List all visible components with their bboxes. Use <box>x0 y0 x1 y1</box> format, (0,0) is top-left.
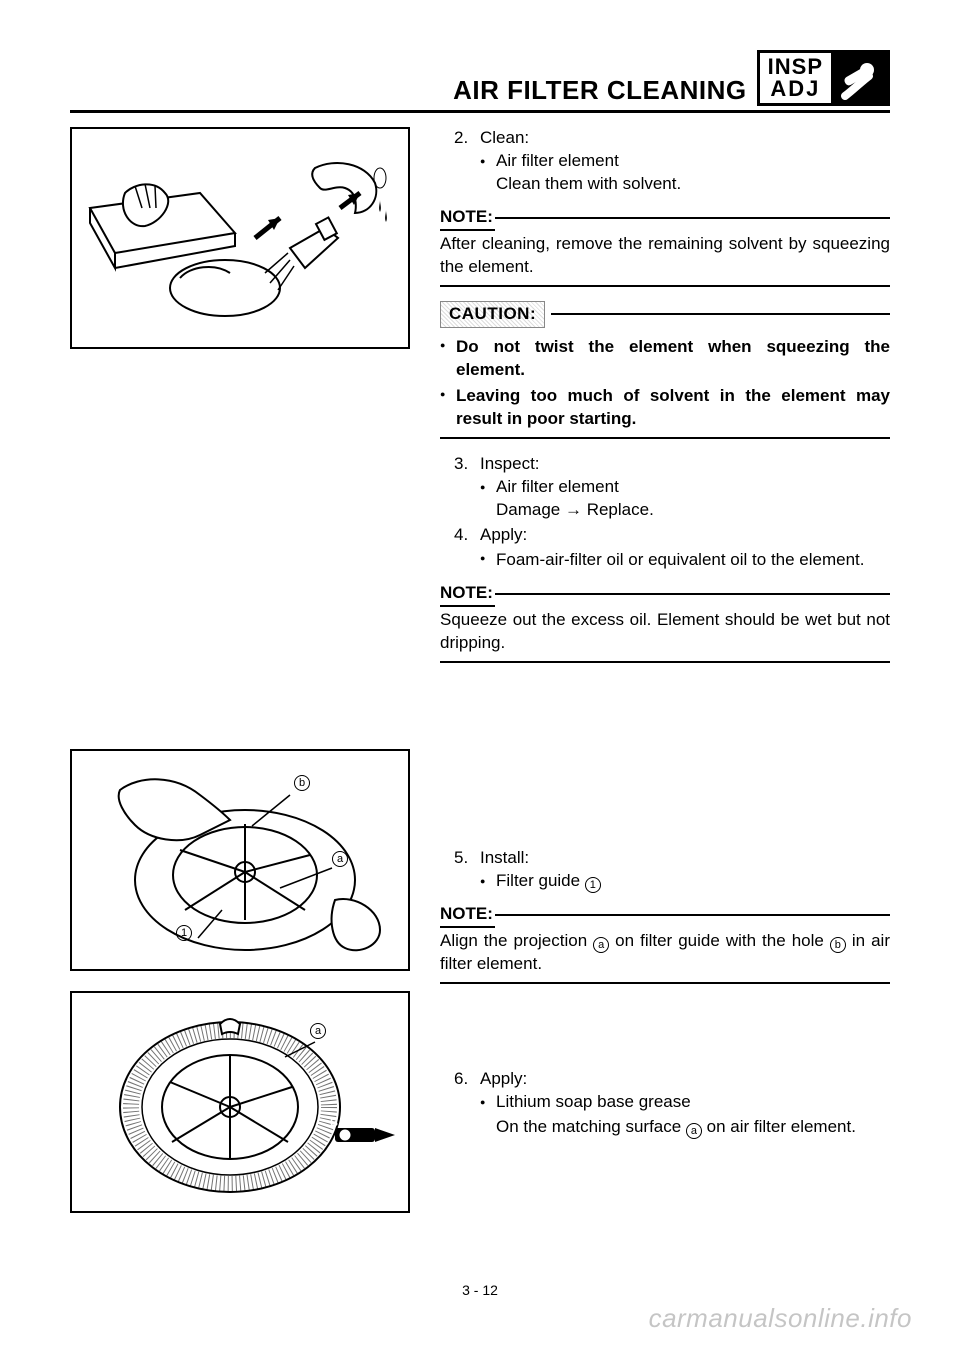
divider <box>440 285 890 287</box>
step-label: Apply: <box>480 524 890 547</box>
bullet-dot-icon <box>440 334 456 382</box>
figure-filter-guide: b a 1 <box>70 749 410 971</box>
badge-text: INSP ADJ <box>757 50 834 106</box>
wrench-icon <box>834 50 890 106</box>
left-column: b a 1 <box>70 127 410 1233</box>
step-2: 2. Clean: Air filter element Clean them … <box>454 127 890 196</box>
step-body: Install: Filter guide 1 <box>480 847 890 893</box>
caution-label: CAUTION: <box>440 301 545 328</box>
callout-key-b: B <box>330 1117 338 1129</box>
ref-mark: a <box>686 1123 702 1139</box>
callout-a: a <box>332 849 348 867</box>
step-6: 6. Apply: Lithium soap base grease On th… <box>454 1068 890 1139</box>
bullet-dot-icon <box>480 476 496 499</box>
spacer <box>440 998 890 1068</box>
divider <box>440 437 890 439</box>
bullet-dot-icon <box>480 547 496 572</box>
note-header: NOTE: <box>440 582 890 607</box>
note-header: NOTE: <box>440 206 890 231</box>
bullet: Air filter element <box>480 150 890 173</box>
caution-rule <box>551 313 890 315</box>
step-num: 3. <box>454 453 480 522</box>
chapter-badge: INSP ADJ <box>757 50 890 106</box>
step-body: Apply: Lithium soap base grease On the m… <box>480 1068 890 1139</box>
ref-mark: a <box>593 937 609 953</box>
step-num: 5. <box>454 847 480 893</box>
header-rule <box>70 110 890 113</box>
sub-frag: on air filter element. <box>702 1117 856 1136</box>
bullet-dot-icon <box>440 383 456 431</box>
step-body: Apply: Foam-air-filter oil or equivalent… <box>480 524 890 572</box>
callout-1: 1 <box>176 923 192 941</box>
callout-a2: a <box>310 1021 326 1039</box>
columns: b a 1 <box>70 127 890 1233</box>
step-num: 2. <box>454 127 480 196</box>
note-label: NOTE: <box>440 206 495 231</box>
figure-cleaning <box>70 127 410 349</box>
note-frag: on filter guide with the hole <box>609 931 830 950</box>
sub-text: Clean them with solvent. <box>480 173 890 196</box>
header-row: AIR FILTER CLEANING INSP ADJ <box>70 50 890 106</box>
spacer <box>70 369 410 749</box>
step-label: Inspect: <box>480 453 890 476</box>
divider <box>440 661 890 663</box>
bullet: Filter guide 1 <box>480 870 890 893</box>
sub-text: Damage → Replace. <box>480 499 890 522</box>
step-label: Clean: <box>480 127 890 150</box>
bullet: Foam-air-filter oil or equivalent oil to… <box>480 547 890 572</box>
callout-b: b <box>294 773 310 791</box>
bullet-prefix: Filter guide <box>496 871 585 890</box>
figure-grease-surface: a B <box>70 991 410 1213</box>
bullet-body: Lithium soap base grease On the matching… <box>496 1091 856 1139</box>
step-label: Apply: <box>480 1068 890 1091</box>
step-num: 4. <box>454 524 480 572</box>
badge-line1: INSP <box>768 56 823 78</box>
right-column: 2. Clean: Air filter element Clean them … <box>440 127 890 1233</box>
sub-text: On the matching surface a on air filter … <box>496 1116 856 1139</box>
note-rule <box>495 593 890 595</box>
bullet-text: Foam-air-filter oil or equivalent oil to… <box>496 549 865 572</box>
note-text: Align the projection a on filter guide w… <box>440 930 890 976</box>
page-number: 3 - 12 <box>0 1282 960 1298</box>
caution-header: CAUTION: <box>440 301 890 328</box>
note-header: NOTE: <box>440 903 890 928</box>
note-frag: Align the projection <box>440 931 593 950</box>
step-body: Inspect: Air filter element Damage → Rep… <box>480 453 890 522</box>
step-body: Clean: Air filter element Clean them wit… <box>480 127 890 196</box>
step-label: Install: <box>480 847 890 870</box>
caution-item: Leaving too much of solvent in the eleme… <box>440 383 890 431</box>
bullet-dot-icon <box>480 1091 496 1139</box>
note-rule <box>495 914 890 916</box>
ref-mark: 1 <box>585 877 601 893</box>
bullet-text: Air filter element <box>496 476 619 499</box>
watermark: carmanualsonline.info <box>649 1303 912 1334</box>
note-rule <box>495 217 890 219</box>
step-4: 4. Apply: Foam-air-filter oil or equival… <box>454 524 890 572</box>
bullet-text: Lithium soap base grease <box>496 1091 856 1114</box>
bullet: Lithium soap base grease On the matching… <box>480 1091 890 1139</box>
page: AIR FILTER CLEANING INSP ADJ <box>0 0 960 1358</box>
caution-text: Do not twist the element when squeezing … <box>456 336 890 382</box>
note-label: NOTE: <box>440 582 495 607</box>
caution-text: Leaving too much of solvent in the eleme… <box>456 385 890 431</box>
note-text: After cleaning, remove the remaining sol… <box>440 233 890 279</box>
section-title: AIR FILTER CLEANING <box>453 75 747 106</box>
note-text: Squeeze out the excess oil. Element shou… <box>440 609 890 655</box>
badge-line2: ADJ <box>770 78 820 100</box>
ref-mark: b <box>830 937 846 953</box>
step-num: 6. <box>454 1068 480 1139</box>
sub-frag: On the matching surface <box>496 1117 686 1136</box>
bullet-text: Air filter element <box>496 150 619 173</box>
step-3: 3. Inspect: Air filter element Damage → … <box>454 453 890 522</box>
bullet-text: Filter guide 1 <box>496 870 601 893</box>
divider <box>440 982 890 984</box>
note-label: NOTE: <box>440 903 495 928</box>
caution-item: Do not twist the element when squeezing … <box>440 334 890 382</box>
spacer <box>440 677 890 847</box>
bullet-dot-icon <box>480 870 496 893</box>
step-5: 5. Install: Filter guide 1 <box>454 847 890 893</box>
bullet: Air filter element <box>480 476 890 499</box>
bullet-dot-icon <box>480 150 496 173</box>
